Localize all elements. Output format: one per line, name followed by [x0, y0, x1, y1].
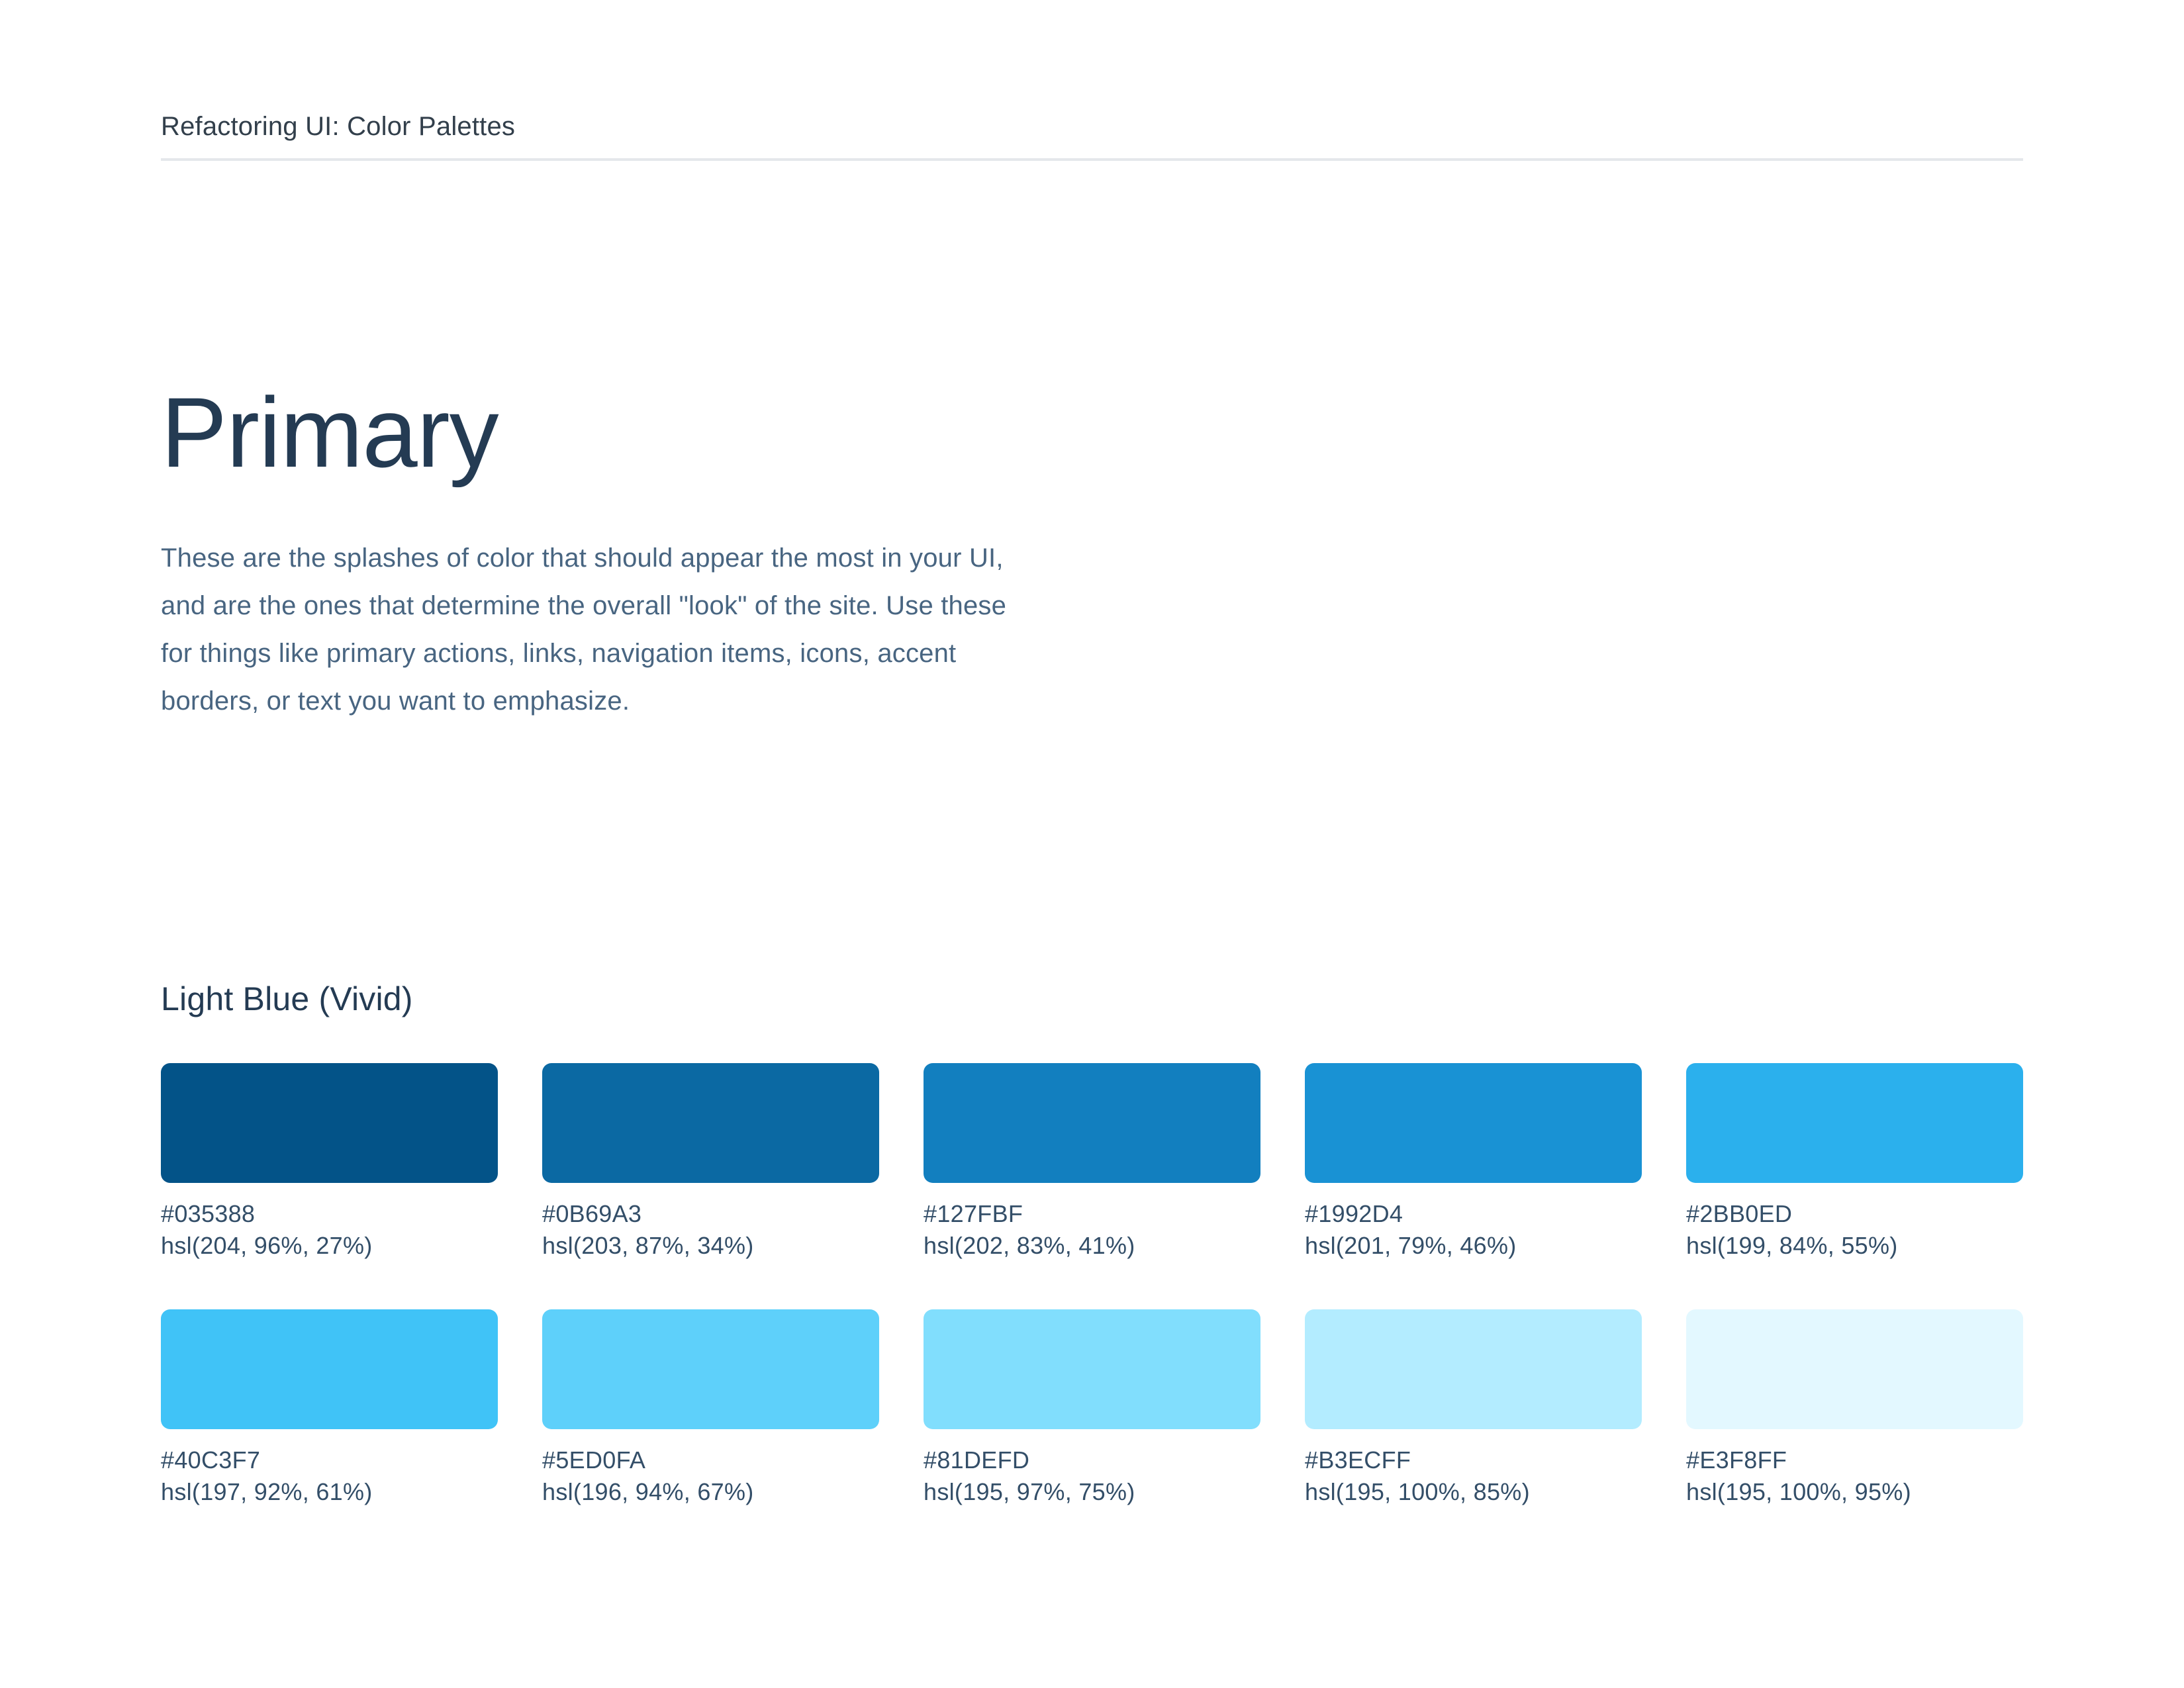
swatch-card: #E3F8FF hsl(195, 100%, 95%)	[1686, 1309, 2023, 1508]
color-swatch	[1686, 1063, 2023, 1183]
swatch-grid: #035388 hsl(204, 96%, 27%) #0B69A3 hsl(2…	[161, 1063, 2023, 1508]
swatch-card: #81DEFD hsl(195, 97%, 75%)	[924, 1309, 1260, 1508]
swatch-hex-label: #81DEFD	[924, 1446, 1030, 1474]
swatch-hex-label: #2BB0ED	[1686, 1200, 1793, 1227]
swatch-hex-label: #1992D4	[1305, 1200, 1403, 1227]
swatch-card: #1992D4 hsl(201, 79%, 46%)	[1305, 1063, 1642, 1262]
color-swatch	[1305, 1063, 1642, 1183]
color-swatch	[924, 1063, 1260, 1183]
swatch-hex-label: #127FBF	[924, 1200, 1023, 1227]
swatch-card: #0B69A3 hsl(203, 87%, 34%)	[542, 1063, 879, 1262]
color-swatch	[161, 1063, 498, 1183]
swatch-hsl-label: hsl(202, 83%, 41%)	[924, 1232, 1135, 1259]
description-line: These are the splashes of color that sho…	[161, 543, 1004, 573]
swatch-hsl-label: hsl(195, 100%, 95%)	[1686, 1478, 1911, 1505]
swatch-hsl-label: hsl(195, 100%, 85%)	[1305, 1478, 1530, 1505]
swatch-hsl-label: hsl(196, 94%, 67%)	[542, 1478, 754, 1505]
color-swatch	[924, 1309, 1260, 1429]
swatch-hsl-label: hsl(201, 79%, 46%)	[1305, 1232, 1517, 1259]
swatch-hsl-label: hsl(203, 87%, 34%)	[542, 1232, 754, 1259]
color-swatch	[542, 1063, 879, 1183]
description-line: and are the ones that determine the over…	[161, 591, 1007, 620]
swatch-hsl-label: hsl(197, 92%, 61%)	[161, 1478, 373, 1505]
header-divider	[161, 158, 2023, 161]
swatch-card: #B3ECFF hsl(195, 100%, 85%)	[1305, 1309, 1642, 1508]
swatch-hex-label: #0B69A3	[542, 1200, 642, 1227]
site-title: Refactoring UI: Color Palettes	[161, 112, 516, 141]
swatch-card: #5ED0FA hsl(196, 94%, 67%)	[542, 1309, 879, 1508]
site-header: Refactoring UI: Color Palettes	[161, 0, 2023, 161]
color-swatch	[1305, 1309, 1642, 1429]
swatch-card: #2BB0ED hsl(199, 84%, 55%)	[1686, 1063, 2023, 1262]
swatch-hsl-label: hsl(204, 96%, 27%)	[161, 1232, 373, 1259]
swatch-card: #035388 hsl(204, 96%, 27%)	[161, 1063, 498, 1262]
description-line: for things like primary actions, links, …	[161, 639, 957, 668]
swatch-card: #127FBF hsl(202, 83%, 41%)	[924, 1063, 1260, 1262]
color-swatch	[161, 1309, 498, 1429]
page-description: These are the splashes of color that sho…	[161, 534, 2023, 725]
swatch-hex-label: #5ED0FA	[542, 1446, 646, 1474]
swatch-hex-label: #40C3F7	[161, 1446, 261, 1474]
color-swatch	[1686, 1309, 2023, 1429]
swatch-hsl-label: hsl(195, 97%, 75%)	[924, 1478, 1135, 1505]
swatch-card: #40C3F7 hsl(197, 92%, 61%)	[161, 1309, 498, 1508]
description-line: borders, or text you want to emphasize.	[161, 686, 630, 716]
swatch-hsl-label: hsl(199, 84%, 55%)	[1686, 1232, 1898, 1259]
page-title: Primary	[161, 377, 499, 488]
swatch-hex-label: #E3F8FF	[1686, 1446, 1787, 1474]
palette-title: Light Blue (Vivid)	[161, 980, 413, 1017]
swatch-hex-label: #B3ECFF	[1305, 1446, 1411, 1474]
color-swatch	[542, 1309, 879, 1429]
swatch-hex-label: #035388	[161, 1200, 256, 1227]
